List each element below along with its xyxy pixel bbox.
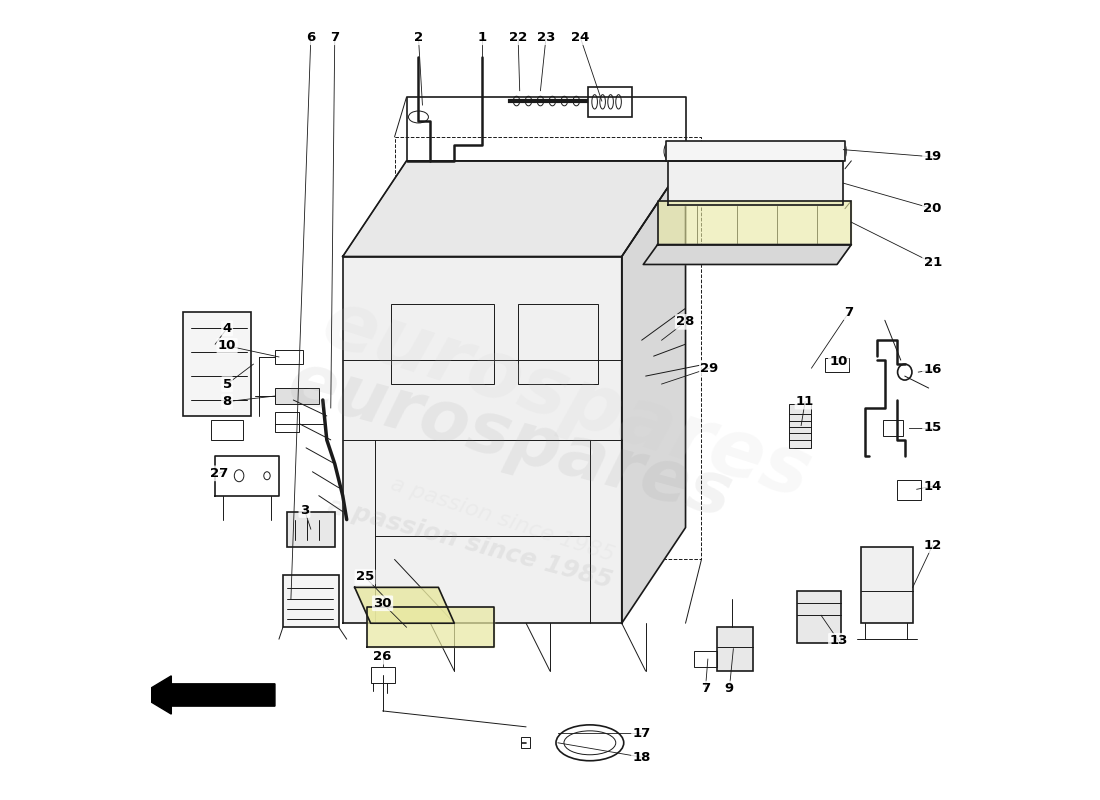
Text: 29: 29: [701, 362, 718, 374]
Text: 8: 8: [222, 395, 232, 408]
Text: 13: 13: [829, 634, 848, 647]
Polygon shape: [668, 161, 844, 205]
Text: 27: 27: [210, 467, 229, 480]
Text: 6: 6: [306, 30, 316, 44]
Text: 9: 9: [725, 682, 734, 695]
Text: 17: 17: [632, 726, 651, 740]
Polygon shape: [354, 587, 454, 623]
Bar: [211, 420, 243, 440]
Text: a passion since 1985: a passion since 1985: [326, 494, 615, 593]
Bar: [588, 86, 632, 117]
Text: 3: 3: [300, 503, 309, 517]
Text: 21: 21: [924, 256, 942, 270]
Bar: [275, 350, 302, 364]
FancyArrow shape: [140, 676, 275, 714]
Text: 25: 25: [356, 570, 374, 583]
Text: 7: 7: [701, 682, 710, 695]
Bar: [896, 480, 921, 500]
Text: 18: 18: [632, 750, 651, 764]
Text: 22: 22: [509, 30, 527, 44]
Text: 4: 4: [222, 322, 232, 334]
Text: 10: 10: [218, 339, 236, 352]
Text: 23: 23: [537, 30, 556, 44]
Polygon shape: [658, 201, 851, 245]
Text: 10: 10: [829, 355, 848, 368]
Bar: [275, 412, 299, 432]
Text: 7: 7: [845, 306, 854, 319]
Bar: [717, 627, 754, 671]
Text: 7: 7: [330, 30, 339, 44]
Text: 16: 16: [924, 363, 942, 376]
Bar: [798, 591, 842, 643]
Text: 12: 12: [924, 538, 942, 551]
Text: eurospares: eurospares: [311, 284, 820, 516]
Bar: [371, 667, 395, 683]
Bar: [693, 651, 717, 667]
Polygon shape: [644, 245, 851, 265]
Polygon shape: [366, 607, 494, 647]
Text: 14: 14: [924, 479, 942, 493]
Bar: [390, 304, 494, 384]
Polygon shape: [666, 141, 845, 161]
Text: 19: 19: [924, 150, 942, 163]
Text: 5: 5: [222, 378, 232, 390]
Text: a passion since 1985: a passion since 1985: [387, 474, 617, 566]
Text: 30: 30: [373, 597, 392, 610]
Bar: [789, 404, 812, 448]
Text: 1: 1: [477, 30, 487, 44]
Bar: [861, 547, 913, 623]
Text: 20: 20: [924, 202, 942, 215]
Text: 15: 15: [924, 422, 942, 434]
Polygon shape: [343, 257, 622, 623]
Bar: [825, 358, 849, 372]
Polygon shape: [343, 161, 685, 257]
Bar: [883, 420, 903, 436]
Bar: [283, 575, 339, 627]
Bar: [275, 388, 319, 404]
Text: 26: 26: [373, 650, 392, 663]
Bar: [184, 312, 251, 416]
Text: 11: 11: [796, 395, 814, 408]
Text: 2: 2: [414, 30, 424, 44]
Bar: [520, 738, 530, 748]
Text: 24: 24: [571, 30, 590, 44]
Bar: [287, 512, 334, 547]
Text: 28: 28: [676, 315, 695, 328]
Polygon shape: [621, 161, 685, 623]
Text: eurospares: eurospares: [280, 347, 739, 532]
Bar: [518, 304, 597, 384]
